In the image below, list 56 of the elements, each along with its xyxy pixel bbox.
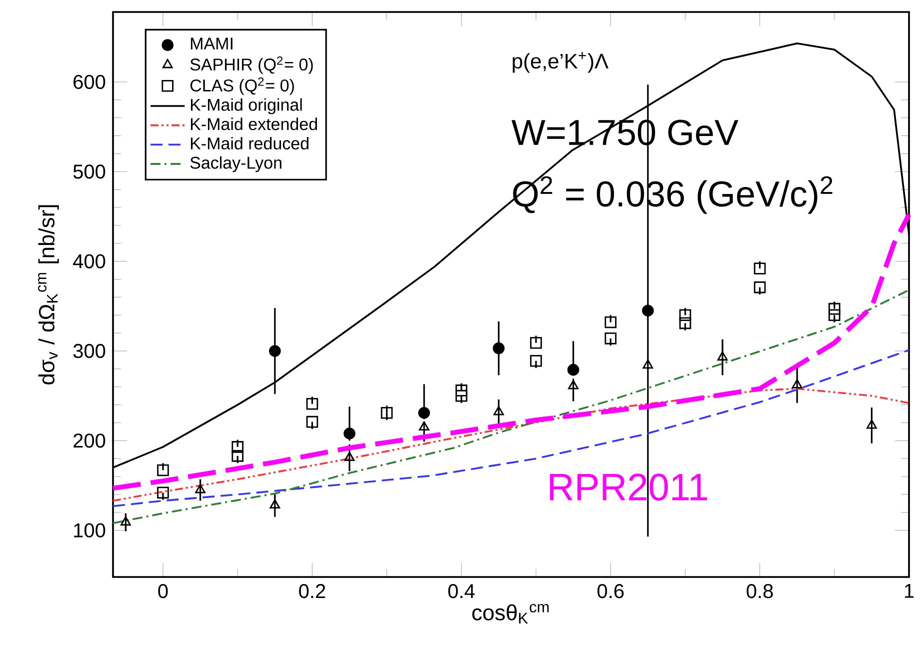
line-series [112,349,910,508]
legend-label: K-Maid extended [190,118,317,130]
y-tick-label: 500 [73,164,106,179]
point [306,416,318,428]
legend-label: K-Maid original [190,98,302,114]
x-axis-title: cosθ$_{K}$cm [472,604,549,624]
x-tick-label: 0 [158,584,168,598]
annotation: p(e,e’K$^{+}$)Λ [512,52,608,73]
point [567,364,580,376]
point [195,484,206,494]
point [270,499,280,509]
point [344,452,355,462]
point [455,384,468,396]
point [792,379,802,388]
point [268,345,281,357]
x-tick-label: 0.6 [597,584,624,598]
x-tick-label: 1 [904,584,914,598]
point [157,464,169,476]
point [120,516,131,526]
y-tick-label: 600 [74,74,106,90]
line-series [112,388,910,502]
legend-label: CLAS (Q$^{2}$= 0) [190,77,294,95]
point [717,351,728,361]
point [530,354,542,367]
point [232,450,244,462]
point [828,309,840,322]
y-tick-label: 200 [74,434,106,448]
point [679,309,692,322]
point [157,486,169,499]
legend-label: MAMI [190,38,232,50]
point [866,420,877,429]
x-tick-label: 0.2 [299,584,326,598]
point [604,332,616,344]
point [604,316,616,328]
point [493,406,504,416]
point [828,302,840,315]
x-tick-label: 0.8 [746,584,773,598]
y-tick-label: 100 [74,523,106,538]
point [642,359,654,369]
point [754,262,766,274]
legend-label: SAPHIR (Q$^{2}$= 0) [190,56,313,74]
point [306,398,318,410]
y-tick-label: 300 [73,344,106,358]
legend-label: K-Maid reduced [190,136,308,150]
y-axis-title: dσ$_{v}$ / dΩ$_{K}$$^{cm}$ [nb/sr] [38,205,59,384]
point [642,304,654,317]
point [455,390,468,402]
x-tick-label: 0.4 [448,584,475,598]
y-tick-label: 400 [73,254,106,268]
legend-label: Saclay-Lyon [190,156,282,172]
point [754,281,766,294]
point [492,342,505,354]
point [530,337,542,349]
point [380,406,393,419]
point [679,317,692,330]
point [232,441,244,453]
